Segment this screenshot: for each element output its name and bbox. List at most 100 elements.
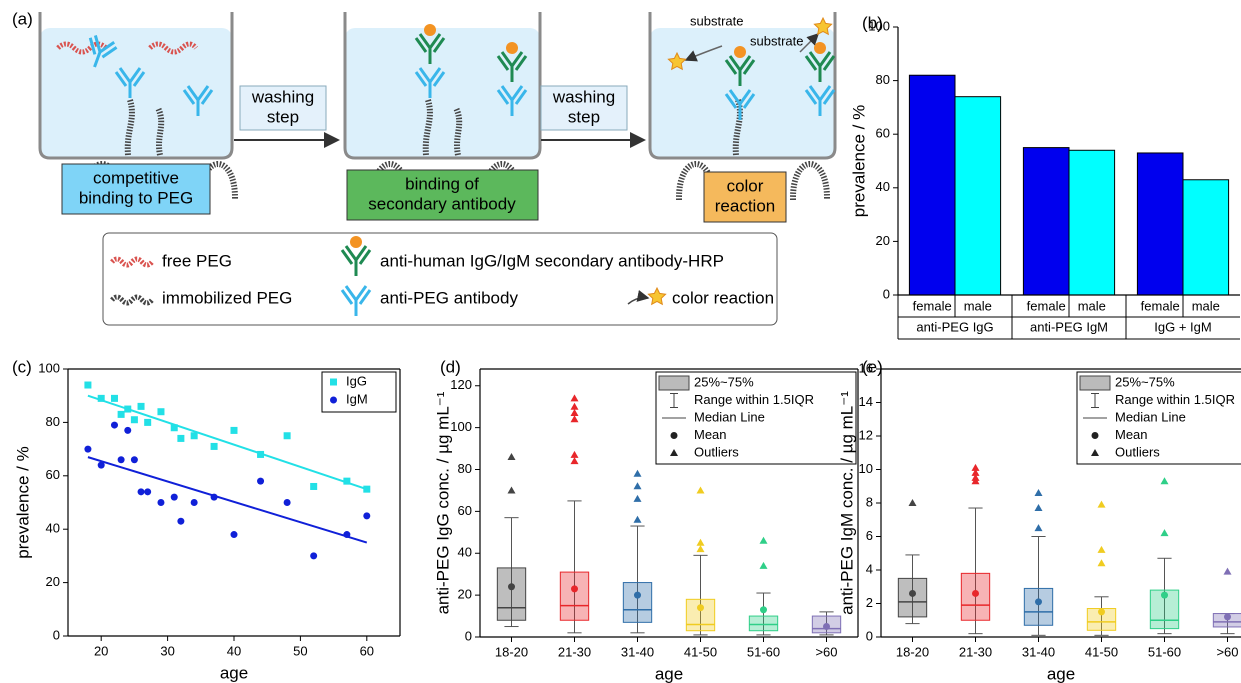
series-label: male [964, 298, 992, 313]
x-tick-label: 18-20 [495, 644, 528, 659]
y-tick-label: 120 [450, 377, 472, 392]
legend-symbol [1091, 432, 1099, 439]
legend-box [321, 371, 397, 413]
immobilized-peg [453, 106, 463, 156]
immobilized-peg [155, 106, 165, 156]
legend-symbol [1079, 375, 1111, 391]
step-box [703, 171, 787, 223]
bar [1136, 152, 1184, 296]
legend-label: Outliers [1115, 444, 1160, 459]
series-label: female [1027, 298, 1066, 313]
point [363, 512, 371, 520]
legend-label: immobilized PEG [162, 288, 292, 307]
y-tick-label: 0 [883, 286, 890, 301]
well-wall [38, 12, 234, 160]
point [230, 426, 238, 434]
x-axis-label: age [1047, 664, 1075, 683]
point [124, 426, 132, 434]
point [343, 531, 351, 539]
box [559, 571, 590, 621]
legend-marker [330, 396, 337, 404]
outlier [1223, 567, 1232, 575]
outlier [908, 499, 917, 506]
well-1 [38, 12, 235, 200]
legend-symbol [670, 393, 678, 408]
y-tick-label: 20 [458, 587, 472, 602]
panel-label: (a) [12, 9, 33, 28]
panel-label: (d) [440, 357, 461, 376]
outlier [633, 482, 642, 490]
mean [1035, 598, 1042, 606]
point [363, 485, 371, 493]
fit-line [87, 394, 368, 491]
point [137, 488, 145, 496]
mean [1224, 613, 1231, 621]
legend-label: color reaction [672, 288, 774, 307]
legend-label: anti-human IgG/IgM secondary antibody-HR… [380, 251, 724, 270]
point [137, 402, 145, 410]
point [177, 434, 185, 442]
legend-label: IgM [346, 391, 368, 406]
point [310, 552, 318, 560]
y-tick-label: 0 [866, 628, 873, 643]
point [170, 493, 178, 501]
legend-label: Range within 1.5IQR [694, 392, 814, 407]
well-3 [648, 12, 837, 200]
outlier [759, 561, 768, 569]
point [230, 531, 238, 539]
outlier [633, 469, 642, 477]
x-axis-label: age [655, 664, 683, 683]
mean [972, 589, 979, 597]
y-tick-label: 60 [46, 467, 60, 482]
diagram-text: color [727, 176, 764, 195]
legend-label: Mean [694, 427, 727, 442]
point [343, 477, 351, 485]
outlier [1160, 529, 1169, 537]
outlier [633, 494, 642, 502]
outlier [1097, 500, 1106, 508]
outlier [696, 538, 705, 546]
point [117, 410, 125, 418]
well-liquid [345, 28, 540, 158]
diagram-text: washing [552, 87, 615, 106]
legend-arrow [627, 290, 650, 305]
outlier [696, 486, 705, 494]
legend-label: Outliers [694, 444, 739, 459]
y-tick-label: 10 [859, 461, 873, 476]
well-liquid [40, 28, 232, 158]
mean [508, 583, 515, 591]
mean [571, 585, 578, 593]
legend-free-peg [110, 256, 154, 268]
series-label: female [1141, 298, 1180, 313]
mean [909, 589, 916, 597]
point [144, 418, 152, 426]
reaction-arrow [684, 45, 723, 62]
bar [1182, 179, 1230, 296]
point [157, 408, 165, 416]
y-tick-label: 100 [450, 419, 472, 434]
x-tick-label: 18-20 [896, 644, 929, 659]
point [84, 381, 92, 389]
bar [954, 96, 1002, 296]
y-axis-label: anti-PEG IgG conc. / µg mL⁻¹ [433, 391, 452, 614]
legend-label: IgG [346, 373, 367, 388]
diagram-text: binding of [405, 174, 479, 193]
mean [823, 623, 830, 631]
y-tick-label: 20 [876, 233, 890, 248]
box [897, 577, 928, 618]
x-tick-label: 21-30 [959, 644, 992, 659]
legend-box [102, 232, 778, 326]
point [130, 416, 138, 424]
diagram-text: step [267, 107, 299, 126]
fit-line [87, 456, 368, 544]
y-tick-label: 8 [866, 494, 873, 509]
point [110, 421, 118, 429]
series-label: male [1192, 298, 1220, 313]
point [97, 394, 105, 402]
y-tick-label: 40 [876, 179, 890, 194]
point [144, 488, 152, 496]
point [210, 442, 218, 450]
group-label: IgG + IgM [1154, 319, 1211, 334]
step-box [346, 169, 539, 221]
